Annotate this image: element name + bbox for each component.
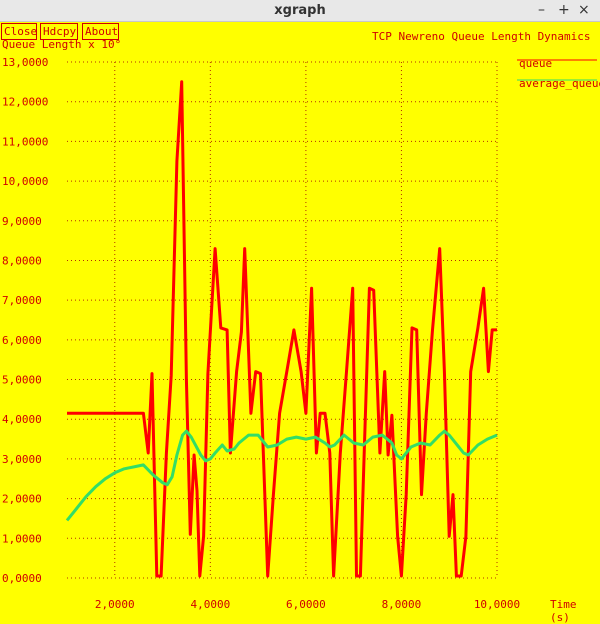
x-tick-label: 4,0000 [190,598,230,611]
y-axis-label: Queue Length x 10° [2,38,122,51]
legend-entry: average_queue [519,77,600,90]
y-tick-label: 4,0000 [2,413,42,426]
plot-window: Close Hdcpy About TCP Newreno Queue Leng… [0,22,600,624]
window-titlebar: xgraph – + × [0,0,600,22]
x-tick-label: 8,0000 [382,598,422,611]
chart-title: TCP Newreno Queue Length Dynamics [372,30,591,43]
legend-entry: queue [519,57,552,70]
y-tick-label: 10,0000 [2,175,48,188]
x-tick-label: 2,0000 [95,598,135,611]
y-tick-label: 0,0000 [2,572,42,585]
y-tick-label: 7,0000 [2,294,42,307]
series-line-queue [67,80,497,578]
y-tick-label: 8,0000 [2,254,42,267]
y-tick-label: 5,0000 [2,374,42,387]
close-button[interactable]: Close [1,23,37,40]
hdcpy-button[interactable]: Hdcpy [40,23,78,40]
x-tick-label: 10,0000 [474,598,520,611]
x-tick-label: 6,0000 [286,598,326,611]
about-button[interactable]: About [82,23,119,40]
y-tick-label: 13,0000 [2,56,48,69]
y-tick-label: 6,0000 [2,334,42,347]
y-tick-label: 11,0000 [2,135,48,148]
y-tick-label: 9,0000 [2,215,42,228]
minimize-icon[interactable]: – [538,2,545,18]
series-line-average-queue [65,429,498,522]
maximize-icon[interactable]: + [558,2,570,18]
chart-svg: 0,0000 1,0000 2,0000 3,0000 4,0000 5,0000 6,00… [2,56,600,611]
y-tick-label: 3,0000 [2,453,42,466]
x-axis-label: Time (s) [550,598,577,624]
y-tick-label: 2,0000 [2,493,42,506]
close-window-icon[interactable]: × [578,2,590,18]
y-tick-label: 12,0000 [2,96,48,109]
y-tick-label: 1,0000 [2,532,42,545]
window-title: xgraph [274,3,326,18]
